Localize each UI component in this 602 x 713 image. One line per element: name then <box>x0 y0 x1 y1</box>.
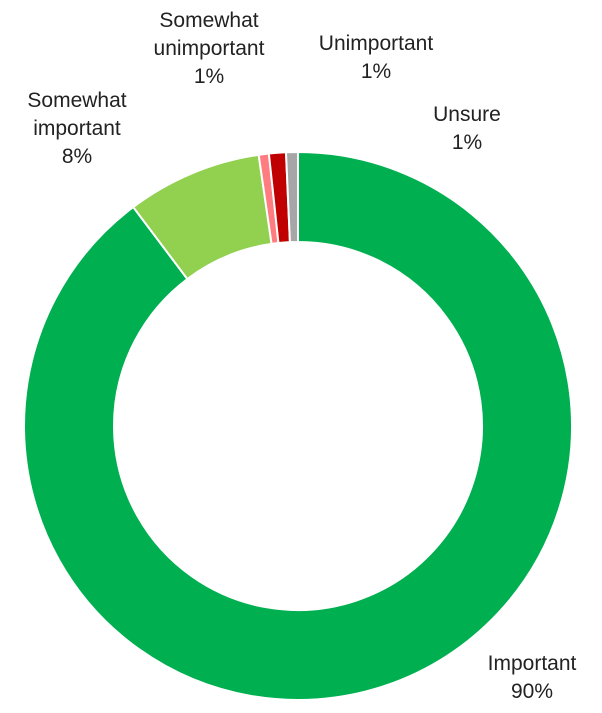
slice-label-somewhat-unimportant-value: 1% <box>194 65 224 88</box>
label-important: Important 90% <box>488 652 577 703</box>
slice-label-unimportant-name: Unimportant <box>319 32 434 55</box>
donut-slices <box>23 150 573 701</box>
slice-unsure <box>284 150 299 244</box>
label-somewhat-unimportant: Somewhat unimportant 1% <box>154 9 265 88</box>
slice-important <box>23 150 573 701</box>
slice-label-unsure-name: Unsure <box>433 103 501 126</box>
slice-label-unimportant-value: 1% <box>361 60 391 83</box>
label-unimportant: Unimportant 1% <box>319 32 434 83</box>
slice-label-somewhat-unimportant-name-2: unimportant <box>154 37 265 60</box>
slice-label-important-name: Important <box>488 652 577 675</box>
slice-label-somewhat-important-name-2: important <box>33 117 121 140</box>
label-somewhat-important: Somewhat important 8% <box>27 89 126 168</box>
slice-label-somewhat-important-name-1: Somewhat <box>27 89 126 112</box>
slice-label-important-value: 90% <box>511 680 553 703</box>
slice-label-somewhat-important-value: 8% <box>62 145 92 168</box>
slice-label-unsure-value: 1% <box>452 131 482 154</box>
slice-label-somewhat-unimportant-name-1: Somewhat <box>159 9 258 32</box>
label-unsure: Unsure 1% <box>433 103 501 154</box>
